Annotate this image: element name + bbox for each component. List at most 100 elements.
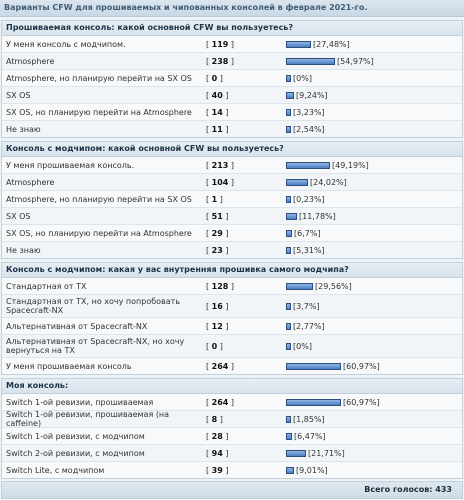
result-percent: [6,7%] [294,228,321,238]
count-close-bracket: ] [228,361,235,371]
option-label: SX OS, но планирую перейти на Atmosphere [6,107,192,117]
result-percent: [0,23%] [293,194,325,204]
total-votes-count: 433 [435,485,452,494]
count-close-bracket: ] [228,397,235,407]
option-result: [60,97%] [286,398,462,407]
option-count: [ 23 ] [206,246,286,255]
result-bar [286,212,297,220]
option-label: Atmosphere, но планирую перейти на SX OS [6,73,192,83]
count-open-bracket: [ [206,124,212,134]
option-result: [6,47%] [286,432,462,441]
count-value: 28 [211,431,223,441]
poll-option-row: Не знаю[ 11 ] [2,54%] [2,121,462,137]
polls-container: Прошиваемая консоль: какой основной CFW … [0,20,464,479]
result-bar [286,342,291,350]
result-percent: [3,7%] [293,301,320,311]
poll-block: Моя консоль: Switch 1-ой ревизии, прошива… [1,378,463,479]
percent-value: 60,97% [346,361,377,371]
result-bar [286,125,291,133]
option-count: [ 94 ] [206,449,286,458]
poll-options: У меня консоль с модчипом.[ 119 ] [27,48%… [2,36,462,137]
result-bar [286,195,291,203]
option-label: Альтернативная от Spacecraft-NX [6,321,148,331]
count-open-bracket: [ [206,73,212,83]
percent-value: 3,7% [296,301,317,311]
count-value: 128 [211,281,229,291]
count-open-bracket: [ [206,397,212,407]
poll-option-row: Switch 1-ой ревизии, прошиваемая[ 264 ][… [2,394,462,411]
count-open-bracket: [ [206,160,212,170]
option-label: SX OS [6,211,31,221]
count-value: 213 [211,160,229,170]
poll-option-row: Atmosphere, но планирую перейти на SX OS… [2,70,462,87]
result-bar [286,178,308,186]
option-label: Не знаю [6,245,41,255]
percent-value: 6,7% [297,228,318,238]
result-percent: [21,71%] [308,448,345,458]
option-label: У меня прошиваемая консоль. [6,160,135,170]
percent-value: 29,56% [318,281,349,291]
count-close-bracket: ] [228,39,235,49]
count-value: 1 [211,194,218,204]
option-count: [ 119 ] [206,40,286,49]
result-bar [286,466,294,474]
percent-value: 9,01% [299,465,325,475]
poll-block: Консоль с модчипом: какая у вас внутренн… [1,262,463,375]
result-bar [286,302,291,310]
result-percent: [3,23%] [293,107,325,117]
total-votes-label: Всего голосов: [364,485,433,494]
option-count: [ 213 ] [206,161,286,170]
percent-value: 1,85% [296,414,322,424]
option-result: [60,97%] [286,362,462,371]
count-close-bracket: ] [222,448,229,458]
percent-value: 11,78% [302,211,333,221]
option-label: Atmosphere [6,56,55,66]
result-percent: [9,01%] [296,465,328,475]
count-value: 12 [211,321,223,331]
result-percent: [6,47%] [294,431,326,441]
result-bar [286,322,291,330]
result-bar [286,432,292,440]
poll-question: Моя консоль: [2,379,462,394]
count-value: 104 [211,177,229,187]
option-label: Switch 1-ой ревизии, прошиваемая (на caf… [6,410,170,428]
poll-option-row: Atmosphere, но планирую перейти на SX OS… [2,191,462,208]
count-open-bracket: [ [206,431,212,441]
count-value: 119 [211,39,229,49]
count-close-bracket: ] [222,211,229,221]
option-count: [ 40 ] [206,91,286,100]
percent-value: 60,97% [346,397,377,407]
count-open-bracket: [ [206,281,212,291]
option-label: Switch 1-ой ревизии, прошиваемая [6,397,154,407]
count-value: 23 [211,245,223,255]
option-result: [24,02%] [286,178,462,187]
count-open-bracket: [ [206,321,212,331]
result-bar [286,362,341,370]
poll-option-row: У меня прошиваемая консоль[ 264 ] [60,97%… [2,358,462,374]
poll-options: Стандартная от TX[ 128 ] [29,56%] Стандарт… [2,278,462,374]
percent-value: 5,31% [296,245,322,255]
count-close-bracket: ] [222,465,229,475]
page-title: Варианты CFW для прошиваемых и чипованны… [0,0,464,17]
result-bar [286,449,306,457]
option-count: [ 16 ] [206,302,286,311]
count-close-bracket: ] [222,301,229,311]
count-open-bracket: [ [206,228,212,238]
count-close-bracket: ] [228,177,235,187]
count-open-bracket: [ [206,361,212,371]
count-open-bracket: [ [206,107,212,117]
percent-value: 0% [296,341,309,351]
result-percent: [27,48%] [313,39,350,49]
option-label: Не знаю [6,124,41,134]
option-result: [0%] [286,74,462,83]
poll-option-row: Альтернативная от Spacecraft-NX[ 12 ] [2,… [2,318,462,335]
option-count: [ 8 ] [206,415,286,424]
result-percent: [29,56%] [315,281,352,291]
poll-option-row: У меня консоль с модчипом.[ 119 ] [27,48%… [2,36,462,53]
option-label: Стандартная от TX, но хочу попробовать S… [6,297,181,315]
count-close-bracket: ] [222,90,229,100]
count-value: 94 [211,448,223,458]
count-close-bracket: ] [228,56,235,66]
count-value: 16 [211,301,223,311]
poll-block: Консоль с модчипом: какой основной CFW в… [1,141,463,259]
